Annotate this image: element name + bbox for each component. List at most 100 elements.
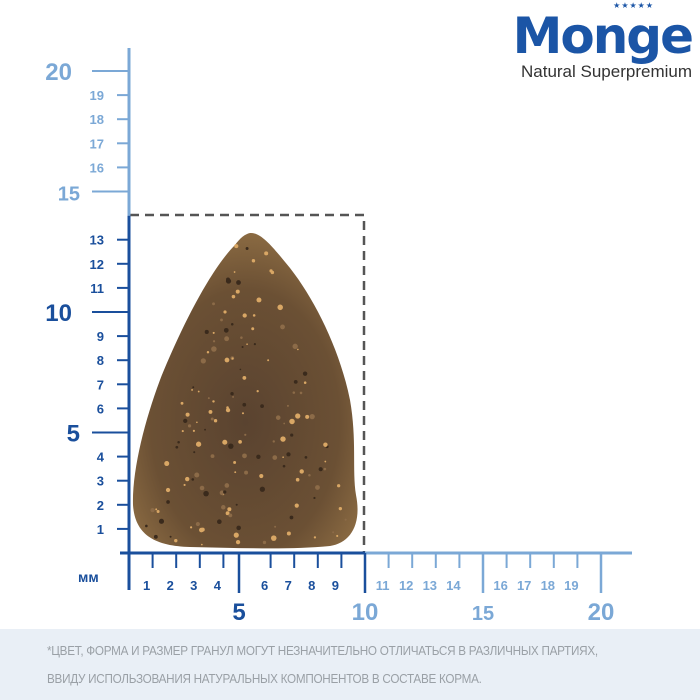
horizontal-tick-label: 16: [493, 578, 507, 593]
horizontal-major-label: 15: [472, 603, 494, 625]
kibble-speckle: [282, 464, 286, 468]
vertical-tick-label: 12: [90, 257, 104, 272]
kibble-speckle: [256, 297, 262, 303]
kibble-speckle: [212, 400, 215, 403]
kibble-speckle: [262, 540, 267, 545]
kibble-speckle: [212, 340, 216, 343]
kibble-speckle: [158, 518, 165, 524]
kibble-speckle: [260, 404, 264, 409]
kibble-speckle: [207, 397, 210, 400]
horizontal-tick-label: 3: [190, 578, 197, 593]
vertical-tick-label: 11: [90, 281, 104, 296]
kibble-speckle: [236, 280, 241, 285]
kibble-speckle: [337, 484, 341, 488]
horizontal-tick-label: 12: [399, 578, 413, 593]
kibble-speckle: [252, 314, 256, 317]
horizontal-tick-label: 2: [167, 578, 174, 593]
vertical-major-label: 10: [45, 300, 72, 327]
kibble-speckle: [180, 401, 184, 405]
kibble-speckle: [192, 386, 195, 389]
brand-name: Monge: [512, 7, 694, 65]
stars-icon: ★★★★★: [613, 1, 654, 10]
kibble-speckle: [231, 357, 234, 360]
vertical-tick-label: 4: [97, 450, 105, 465]
kibble-speckle: [191, 388, 194, 391]
disclaimer-banner: *ЦВЕТ, ФОРМА И РАЗМЕР ГРАНУЛ МОГУТ НЕЗНА…: [0, 629, 700, 700]
kibble-speckle: [308, 474, 311, 477]
kibble-speckle: [192, 429, 195, 432]
kibble-speckle: [233, 532, 239, 538]
vertical-tick-label: 18: [90, 112, 104, 127]
kibble-speckle: [224, 336, 230, 342]
kibble-speckle: [226, 277, 230, 282]
horizontal-tick-label: 14: [446, 578, 461, 593]
kibble-speckle: [332, 531, 335, 534]
vertical-tick-label: 8: [97, 353, 104, 368]
kibble-speckle: [292, 343, 298, 349]
kibble-speckle: [200, 358, 206, 364]
kibble-speckle: [195, 441, 202, 447]
kibble-speckle: [208, 409, 213, 414]
kibble-speckle: [223, 327, 229, 333]
kibble-speckle: [227, 507, 232, 512]
kibble-speckle: [206, 351, 210, 354]
kibble-speckle: [256, 390, 259, 393]
kibble-speckle: [239, 368, 242, 371]
unit-label: мм: [78, 569, 99, 585]
kibble-speckle: [295, 413, 301, 419]
kibble-speckle: [199, 485, 205, 491]
kibble-speckle: [193, 451, 196, 454]
kibble-speckle: [244, 470, 249, 475]
kibble-speckle: [304, 455, 308, 459]
horizontal-major-label: 10: [352, 599, 379, 626]
brand-logo: ★★★★★ Monge Natural Superpremium: [512, 0, 694, 82]
kibble-speckle: [242, 376, 247, 380]
kibble-speckle: [223, 490, 227, 494]
vertical-tick-label: 6: [97, 401, 104, 416]
vertical-tick-label: 1: [97, 522, 104, 537]
kibble-speckle: [153, 534, 158, 539]
kibble-speckle: [222, 439, 228, 445]
kibble-speckle: [232, 395, 235, 398]
kibble-speckle: [253, 343, 256, 346]
kibble-speckle: [290, 433, 294, 437]
kibble-speckle: [191, 478, 195, 481]
kibble-speckle: [228, 513, 233, 518]
kibble-speckle: [234, 244, 239, 249]
kibble-speckle: [195, 522, 200, 527]
horizontal-tick-label: 11: [376, 578, 390, 593]
kibble-speckle: [324, 460, 327, 463]
brand-tagline: Natural Superpremium: [520, 62, 692, 81]
kibble-speckle: [212, 331, 215, 334]
kibble-speckle: [210, 417, 214, 421]
kibble-speckle: [226, 406, 229, 409]
kibble-speckle: [241, 412, 245, 415]
kibble-speckle: [234, 471, 237, 474]
kibble-speckle: [272, 455, 278, 460]
kibble-speckle: [165, 487, 171, 493]
kibble-speckle: [289, 515, 294, 520]
kibble-speckle: [280, 436, 286, 442]
kibble-speckle: [211, 346, 217, 352]
vertical-major-label: 15: [58, 184, 80, 206]
kibble-speckle: [145, 524, 148, 528]
vertical-tick-label: 19: [90, 88, 104, 103]
kibble-speckle: [177, 441, 180, 444]
horizontal-major-label: 5: [232, 599, 245, 626]
kibble-speckle: [230, 322, 234, 326]
kibble-speckle: [282, 456, 284, 458]
kibble-speckle: [164, 461, 170, 467]
kibble-speckle: [251, 259, 256, 263]
kibble-speckle: [236, 525, 241, 531]
kibble-speckle: [210, 454, 215, 459]
kibble-speckle: [235, 503, 238, 506]
kibble-speckle: [175, 445, 179, 449]
kibble-speckle: [251, 327, 255, 331]
kibble-speckle: [185, 476, 190, 482]
kibble-speckle: [150, 507, 155, 513]
kibble-speckle: [201, 543, 203, 546]
kibble-speckle: [156, 510, 160, 513]
kibble-speckle: [256, 454, 261, 459]
kibble-speckle: [194, 472, 200, 478]
